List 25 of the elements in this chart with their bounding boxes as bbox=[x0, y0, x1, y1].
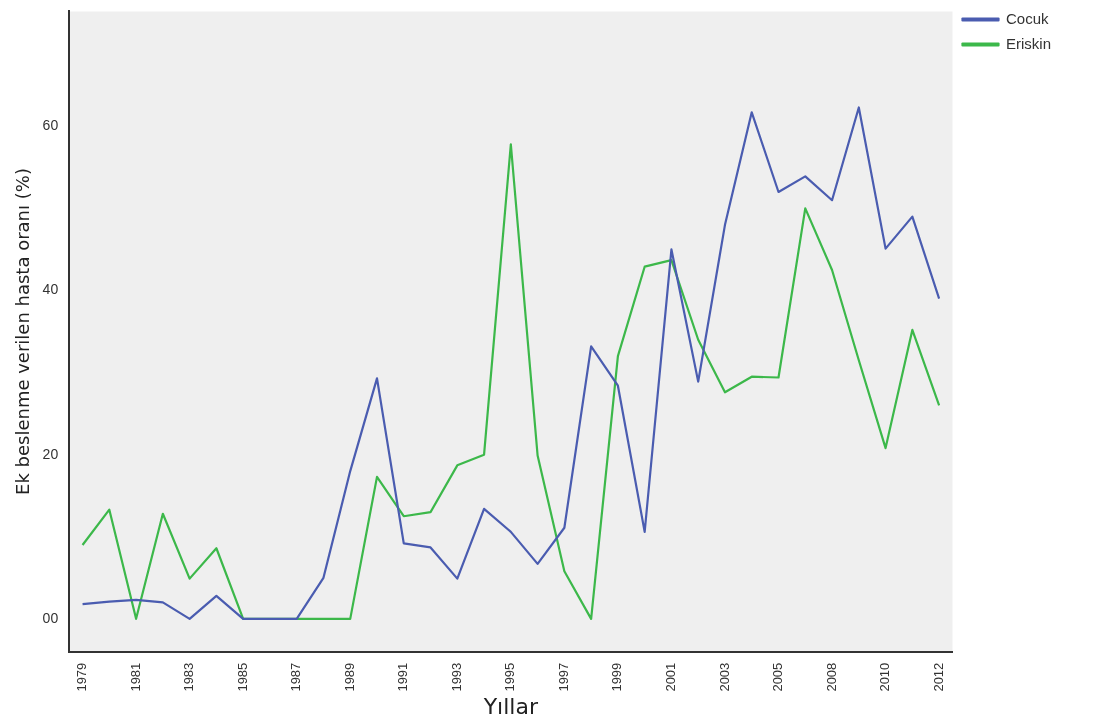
y-tick-label: 20 bbox=[42, 445, 59, 462]
x-tick-label: 2003 bbox=[716, 662, 732, 692]
legend-label: Cocuk bbox=[1005, 9, 1050, 27]
x-tick-label: 1997 bbox=[555, 662, 571, 692]
x-axis-title: Yıllar bbox=[482, 693, 539, 719]
x-tick-label: 1983 bbox=[181, 662, 197, 692]
x-tick-label: 1999 bbox=[609, 662, 625, 692]
x-tick-label: 1981 bbox=[127, 662, 143, 692]
x-tick-label: 1991 bbox=[395, 662, 411, 692]
y-tick-label: 40 bbox=[42, 281, 59, 298]
x-tick-label: 1995 bbox=[502, 662, 518, 692]
x-tick-label: 1993 bbox=[448, 662, 464, 692]
x-tick-label: 2010 bbox=[877, 662, 893, 692]
x-tick-label: 1989 bbox=[341, 662, 357, 692]
y-tick-label: 60 bbox=[42, 117, 59, 134]
x-tick-label: 2008 bbox=[823, 662, 839, 692]
x-tick-label: 1985 bbox=[234, 662, 250, 692]
y-axis-title: Ek beslenme verilen hasta oranı (%) bbox=[12, 168, 34, 495]
x-tick-label: 1979 bbox=[74, 662, 90, 692]
x-tick-label: 2005 bbox=[770, 662, 786, 692]
legend-label: Eriskin bbox=[1005, 34, 1052, 52]
x-tick-label: 2012 bbox=[930, 662, 946, 692]
x-tick-label: 2001 bbox=[663, 662, 679, 692]
y-tick-label: 00 bbox=[42, 609, 59, 626]
x-tick-label: 1987 bbox=[288, 662, 304, 692]
